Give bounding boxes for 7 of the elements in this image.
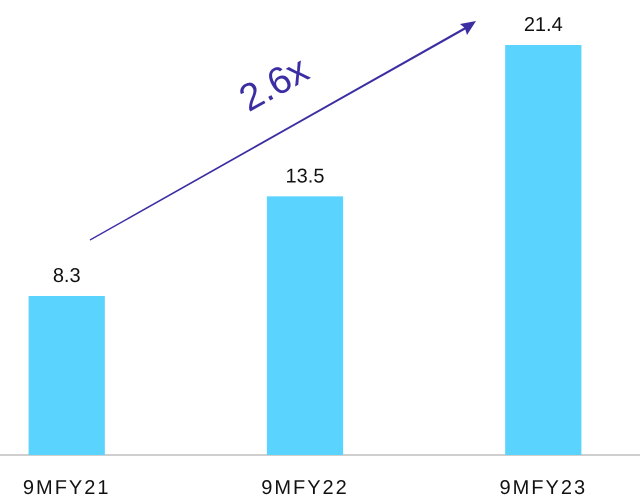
- x-tick-label: 9MFY23: [499, 477, 588, 499]
- x-tick-label: 9MFY22: [261, 477, 349, 499]
- data-label: 8.3: [52, 264, 81, 287]
- data-label: 21.4: [524, 14, 563, 36]
- annotation: 2.6x: [232, 48, 316, 120]
- x-tick-label: 9MFY21: [22, 477, 111, 499]
- data-label: 13.5: [286, 165, 324, 188]
